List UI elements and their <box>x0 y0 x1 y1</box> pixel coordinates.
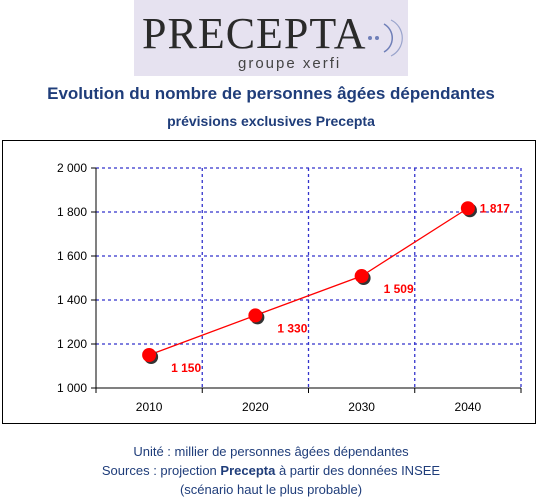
x-tick-label: 2020 <box>242 400 269 414</box>
footer-scenario: (scénario haut le plus probable) <box>179 482 363 497</box>
y-tick-label: 1 000 <box>57 381 87 395</box>
footer-source-prefix: Sources : projection <box>101 463 221 478</box>
line-chart: 1 000 1 200 1 400 1 600 1 800 2 000 2010 2020 20… <box>57 161 522 414</box>
y-tick-label: 1 600 <box>57 249 87 263</box>
footer-sources: Sources : projection Precepta à partir d… <box>0 463 542 478</box>
y-tick-label: 1 400 <box>57 293 87 307</box>
x-tick-label: 2030 <box>348 400 375 414</box>
data-point <box>248 308 263 323</box>
data-label: 1 509 <box>384 282 414 296</box>
logo-band: PRECEPTA groupe xerfi <box>0 0 542 76</box>
x-tick-label: 2040 <box>455 400 482 414</box>
data-label: 1 150 <box>171 361 201 375</box>
data-label: 1 817 <box>480 201 510 215</box>
logo-tagline: groupe xerfi <box>238 55 342 72</box>
logo-wordmark: PRECEPTA <box>142 9 367 58</box>
data-point <box>460 201 475 216</box>
footer-source-brand: Precepta <box>220 463 276 478</box>
footer-unit: Unité : millier de personnes âgées dépen… <box>133 444 409 459</box>
data-point <box>142 348 157 362</box>
x-tick-label: 2010 <box>136 400 163 414</box>
chart-subtitle: prévisions exclusives Precepta <box>167 113 375 129</box>
y-tick-label: 2 000 <box>57 161 87 175</box>
footer-source-suffix: à partir des données INSEE <box>275 463 441 478</box>
chart-frame: 1 000 1 200 1 400 1 600 1 800 2 000 2010 2020 20… <box>2 140 536 424</box>
data-label: 1 330 <box>277 321 307 335</box>
chart-title: Evolution du nombre de personnes âgées d… <box>47 84 495 103</box>
y-tick-label: 1 200 <box>57 337 87 351</box>
data-point <box>354 269 369 284</box>
series-line <box>148 207 469 356</box>
y-tick-label: 1 800 <box>57 205 87 219</box>
precepta-logo: PRECEPTA groupe xerfi <box>134 0 408 76</box>
logo-arcs-icon <box>368 19 403 57</box>
